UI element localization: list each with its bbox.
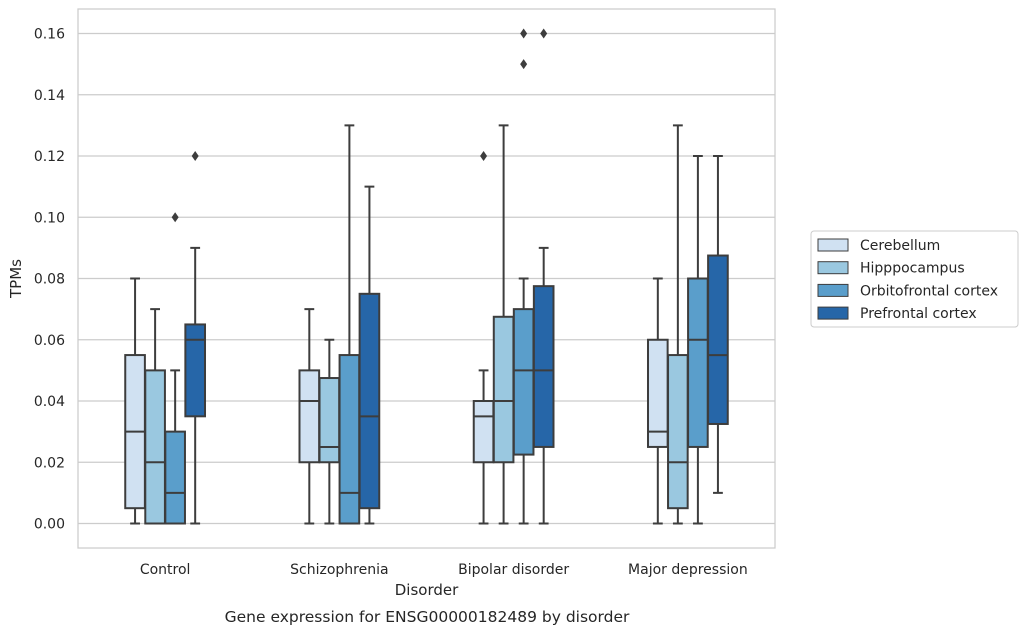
box-group	[144, 308, 166, 525]
box-group	[298, 308, 321, 525]
box	[492, 315, 515, 464]
y-tick-label: 0.08	[34, 272, 65, 288]
x-axis-label: Disorder	[395, 581, 459, 599]
box-group	[492, 124, 515, 525]
legend-label: Hipppocampus	[860, 261, 965, 277]
box-group	[124, 277, 146, 525]
box-group	[338, 124, 361, 525]
x-tick-label: Bipolar disorder	[458, 562, 569, 578]
x-tick-label: Schizophrenia	[290, 562, 388, 578]
box	[338, 354, 361, 525]
box-group	[646, 277, 669, 525]
y-tick-label: 0.06	[34, 333, 65, 349]
outlier-point	[540, 28, 548, 39]
y-tick-label: 0.14	[34, 88, 65, 104]
box	[532, 285, 555, 448]
y-tick-label: 0.00	[34, 517, 65, 533]
box-group	[532, 28, 555, 525]
y-tick-label: 0.04	[34, 394, 65, 410]
legend-swatch	[817, 283, 849, 297]
legend-label: Prefrontal cortex	[860, 306, 977, 322]
box-group	[358, 185, 381, 525]
y-axis-ticks: 0.00 0.02 0.04 0.06 0.08 0.10 0.12 0.14 0.16	[34, 27, 65, 533]
box-group	[667, 124, 689, 525]
legend-swatch	[817, 306, 849, 320]
legend-swatch	[817, 261, 849, 275]
box	[318, 377, 341, 464]
box	[707, 254, 729, 425]
box	[667, 354, 689, 510]
legend-label: Orbitofrontal cortex	[860, 283, 998, 299]
box-group	[164, 212, 186, 525]
y-tick-label: 0.16	[34, 27, 65, 43]
box-group	[472, 151, 495, 525]
box	[144, 369, 166, 525]
legend-items: Cerebellum Hipppocampus Orbitofrontal cort…	[817, 238, 998, 322]
chart-caption: Gene expression for ENSG00000182489 by d…	[225, 608, 630, 626]
box-group	[707, 155, 729, 494]
legend-label: Cerebellum	[860, 238, 940, 254]
box	[358, 292, 381, 510]
y-tick-label: 0.12	[34, 149, 65, 165]
x-tick-label: Major depression	[628, 562, 748, 578]
box-group	[184, 151, 207, 525]
legend: Cerebellum Hipppocampus Orbitofrontal cort…	[810, 230, 1019, 328]
outlier-point	[171, 212, 179, 223]
box	[687, 277, 709, 448]
outlier-point	[520, 59, 528, 70]
y-tick-label: 0.02	[34, 455, 65, 471]
plot-frame	[77, 8, 776, 549]
box	[512, 308, 535, 456]
box	[472, 400, 495, 464]
box-plot-series	[124, 28, 729, 525]
outlier-point	[520, 28, 528, 39]
y-axis-label: TPMs	[7, 259, 25, 299]
outlier-point	[191, 151, 199, 161]
box	[298, 369, 321, 464]
y-tick-label: 0.10	[34, 210, 65, 226]
outlier-point	[480, 151, 488, 161]
box	[164, 430, 186, 525]
box-group	[687, 155, 709, 525]
box	[184, 323, 207, 418]
box-group	[512, 28, 535, 525]
box-group	[318, 338, 341, 525]
x-axis-ticks: Control Schizophrenia Bipolar disorder Majo…	[140, 562, 748, 578]
x-tick-label: Control	[140, 562, 191, 578]
legend-frame	[810, 230, 1019, 328]
legend-swatch	[817, 238, 849, 252]
